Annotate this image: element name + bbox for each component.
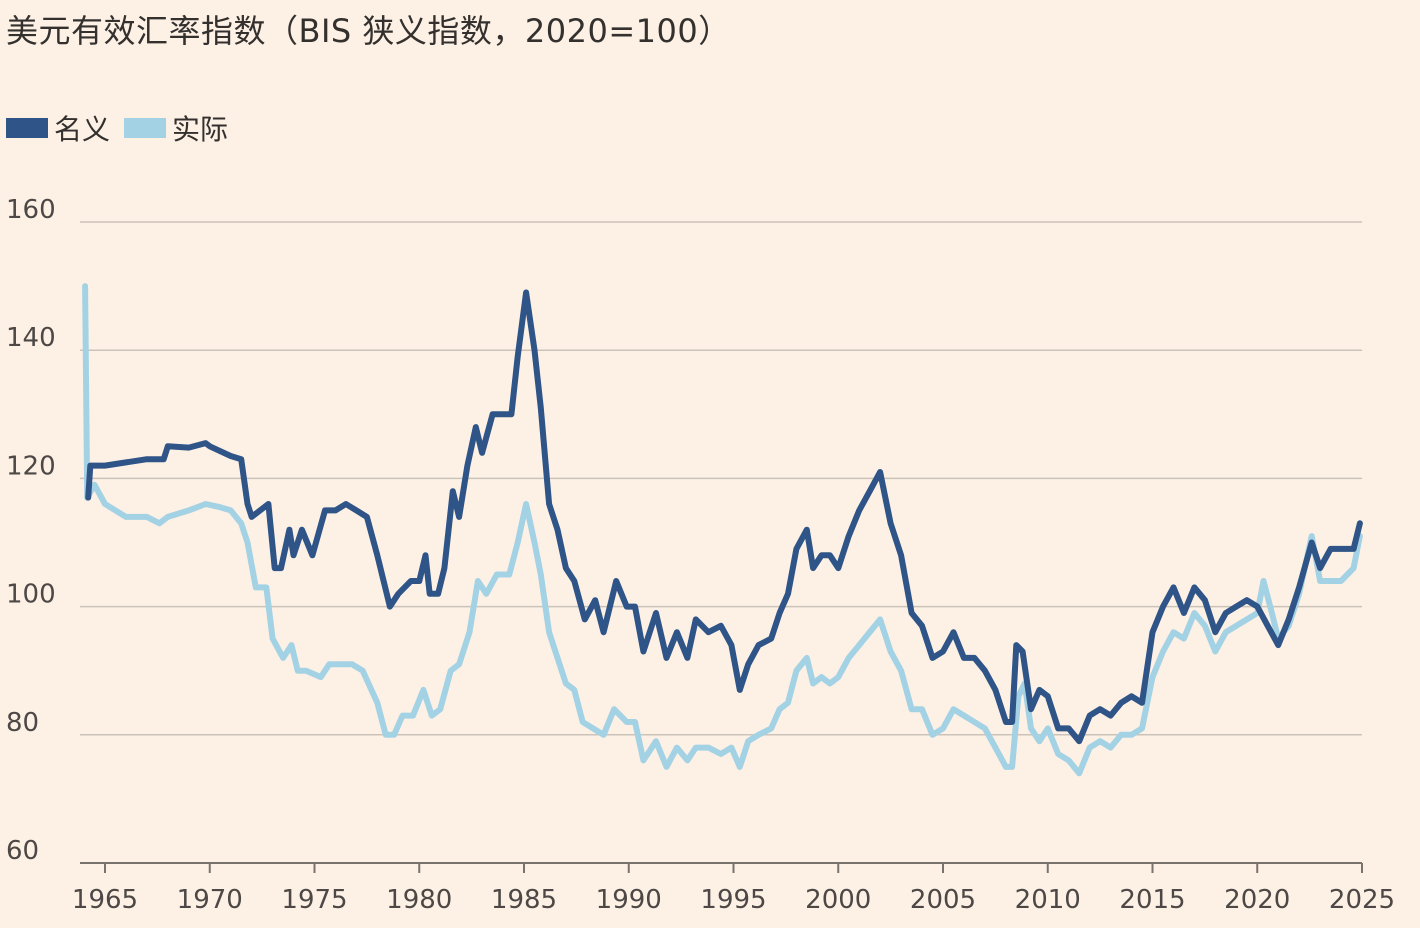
x-tick-label: 1965 xyxy=(72,885,138,915)
legend-swatch-real xyxy=(124,118,167,138)
series-lines xyxy=(82,283,1363,777)
legend: 名义 实际 xyxy=(6,108,242,148)
series-line-nominal xyxy=(85,289,1363,745)
x-tick-label: 2010 xyxy=(1015,885,1081,915)
y-tick-label: 160 xyxy=(6,195,56,225)
legend-label-real: 实际 xyxy=(172,113,229,146)
x-tick-label: 2005 xyxy=(910,885,976,915)
y-tick-label: 60 xyxy=(6,836,39,866)
x-tick-label: 1970 xyxy=(177,885,243,915)
x-tick-label: 1995 xyxy=(700,885,766,915)
legend-item-real: 实际 xyxy=(124,108,228,148)
legend-swatch-nominal xyxy=(6,118,48,138)
y-axis-ticks: 60 80 100 120 140 160 xyxy=(6,195,56,866)
legend-label-nominal: 名义 xyxy=(54,113,111,146)
x-tick-label: 2015 xyxy=(1119,885,1185,915)
legend-item-nominal: 名义 xyxy=(6,108,110,148)
x-tick-label: 1985 xyxy=(491,885,557,915)
x-tick-label: 1980 xyxy=(386,885,452,915)
x-tick-label: 2025 xyxy=(1329,885,1395,915)
x-tick-label: 1990 xyxy=(596,885,662,915)
y-tick-label: 80 xyxy=(6,708,39,738)
chart-title: 美元有效汇率指数（BIS 狭义指数，2020=100） xyxy=(6,12,731,50)
y-tick-label: 120 xyxy=(6,451,56,481)
x-tick-label: 2000 xyxy=(805,885,871,915)
series-line-real xyxy=(82,283,1363,777)
x-tick-label: 1975 xyxy=(281,885,347,915)
gridlines xyxy=(80,221,1362,736)
y-tick-label: 100 xyxy=(6,580,56,610)
x-axis: 1965 1970 1975 1980 1985 1990 1995 2000 2005 2010… xyxy=(72,862,1395,915)
x-tick-label: 2020 xyxy=(1224,885,1290,915)
y-tick-label: 140 xyxy=(6,323,56,353)
